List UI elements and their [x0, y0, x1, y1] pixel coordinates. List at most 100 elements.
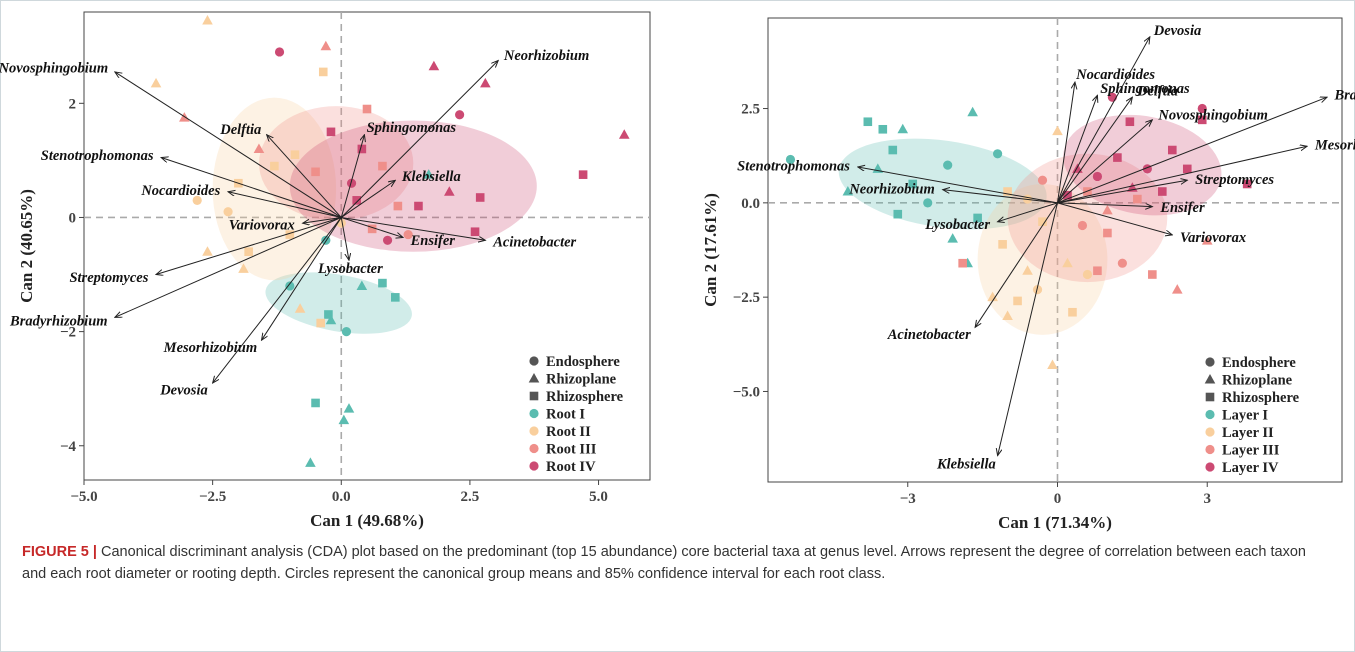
data-point — [1022, 265, 1033, 275]
data-point — [1093, 266, 1102, 276]
data-point — [346, 178, 357, 188]
loading-arrow — [340, 61, 498, 218]
loading-arrow — [1057, 97, 1132, 204]
data-point — [1171, 284, 1183, 294]
loading-arrow — [340, 180, 395, 218]
plot-area — [767, 17, 1343, 483]
data-point — [362, 104, 372, 114]
data-point — [1167, 145, 1177, 155]
x-tick-label: −2.5 — [199, 489, 226, 505]
legend-marker — [1205, 427, 1215, 437]
data-point — [1125, 117, 1135, 127]
data-point — [1047, 359, 1058, 370]
data-point — [382, 235, 393, 245]
legend-label: Layer I — [1222, 408, 1268, 424]
data-point — [618, 129, 630, 139]
arrow-label: Delftia — [1136, 84, 1178, 100]
data-point — [428, 60, 440, 71]
data-point — [1197, 115, 1207, 125]
data-point — [455, 110, 465, 120]
loading-arrow — [228, 192, 342, 218]
loading-arrow — [213, 217, 342, 383]
data-point — [993, 149, 1003, 159]
confidence-ellipse — [977, 183, 1108, 335]
loading-arrow — [1057, 37, 1149, 204]
loading-arrow — [858, 167, 1058, 204]
data-point — [923, 198, 933, 208]
loading-arrow — [1057, 180, 1187, 204]
legend-label: Rhizoplane — [1222, 373, 1293, 389]
loading-arrow — [303, 216, 342, 223]
data-point — [1242, 179, 1252, 189]
confidence-ellipse — [1007, 153, 1168, 283]
x-tick-label: 2.5 — [461, 489, 480, 505]
data-point — [320, 40, 332, 51]
data-point — [1082, 269, 1093, 280]
data-point — [357, 144, 367, 154]
data-point — [987, 291, 998, 302]
legend-marker — [1205, 462, 1215, 472]
arrow-label: Klebsiella — [936, 456, 996, 472]
loading-arrow — [1057, 82, 1074, 203]
data-point — [1102, 204, 1113, 215]
data-point — [1032, 285, 1043, 295]
data-point — [367, 224, 377, 234]
data-point — [285, 281, 295, 291]
data-point — [1038, 217, 1047, 227]
data-point — [998, 240, 1007, 249]
arrow-label: Neorhizobium — [503, 48, 589, 64]
arrow-label: Novosphingobium — [0, 61, 108, 77]
x-axis-label: Can 1 (71.34%) — [998, 513, 1112, 532]
loading-arrow — [161, 158, 342, 218]
data-point — [897, 123, 909, 134]
legend-marker — [529, 426, 539, 436]
arrow-label: Acinetobacter — [887, 327, 971, 343]
data-point — [294, 303, 306, 313]
arrow-label: Sphingomonas — [1100, 81, 1190, 97]
data-point — [1068, 307, 1077, 317]
legend-label: Root III — [546, 442, 597, 458]
data-point — [352, 196, 362, 205]
data-point — [842, 186, 854, 196]
legend-marker — [529, 408, 539, 419]
data-point — [202, 246, 213, 256]
x-tick-label: 0.0 — [332, 489, 351, 505]
y-tick-label: −2 — [60, 325, 76, 341]
arrow-label: Variovorax — [229, 217, 295, 233]
legend-marker — [1205, 444, 1215, 455]
data-point — [244, 247, 253, 257]
data-point — [475, 193, 485, 202]
arrow-label: Lysobacter — [317, 261, 383, 277]
data-point — [324, 310, 333, 319]
arrow-label: Lysobacter — [924, 217, 990, 233]
legend-marker — [529, 443, 539, 454]
data-point — [423, 169, 435, 179]
data-point — [943, 160, 953, 170]
arrow-label: Mesorhizobium — [163, 340, 257, 356]
loading-arrow — [943, 190, 1058, 204]
data-point — [270, 161, 279, 171]
data-point — [311, 167, 320, 177]
legend-marker — [528, 373, 540, 383]
arrow-label: Stenotrophomonas — [737, 159, 850, 175]
data-point — [444, 186, 455, 196]
data-point — [238, 263, 249, 273]
loading-arrow — [1057, 120, 1152, 204]
data-point — [480, 77, 491, 88]
data-point — [274, 47, 285, 57]
arrow-label: Stenotrophomonas — [41, 148, 154, 164]
arrow-label: Neorhizobium — [848, 182, 934, 198]
loading-arrow — [998, 202, 1058, 456]
loading-arrow — [998, 202, 1058, 222]
y-tick-label: −4 — [60, 439, 77, 455]
data-point — [325, 314, 337, 325]
data-point — [253, 143, 265, 153]
y-tick-label: −5.0 — [733, 384, 760, 400]
arrow-label: Bradyrhizobium — [9, 314, 108, 330]
y-axis-label: Can 2 (40.65%) — [17, 189, 36, 303]
loading-arrow — [1057, 146, 1307, 204]
x-tick-label: 3 — [1203, 491, 1211, 507]
loading-arrow — [341, 216, 485, 240]
data-point — [311, 398, 320, 408]
